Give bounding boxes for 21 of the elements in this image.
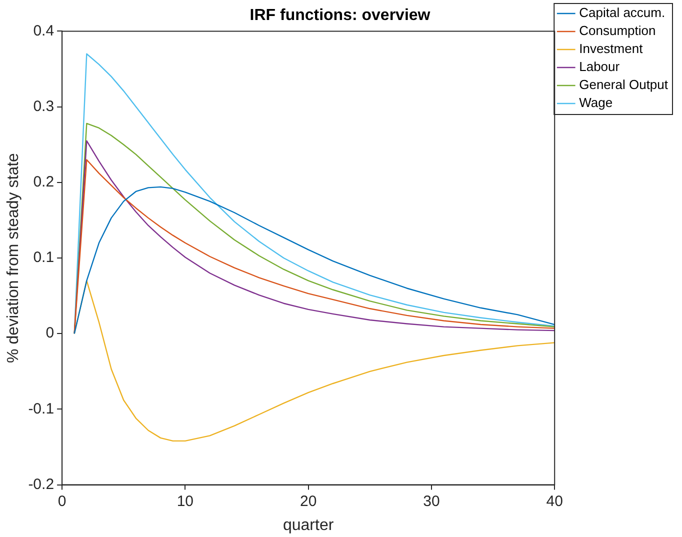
y-tick-label: 0.2 — [33, 174, 54, 191]
y-tick-label: 0 — [46, 324, 54, 342]
y-axis-title: % deviation from steady state — [5, 152, 22, 363]
legend-label: Capital accum. — [579, 5, 666, 20]
y-tick-label: -0.2 — [28, 476, 54, 493]
x-axis-title: quarter — [282, 516, 334, 534]
y-tick-label: -0.1 — [28, 400, 54, 418]
legend-label: Consumption — [579, 23, 656, 38]
legend-label: General Output — [579, 77, 668, 92]
legend-label: Labour — [579, 59, 620, 74]
x-tick-label: 10 — [176, 492, 194, 510]
legend-label: Wage — [579, 95, 613, 110]
legend-label: Investment — [579, 41, 644, 56]
chart-title: IRF functions: overview — [250, 7, 431, 24]
y-tick-label: 0.3 — [33, 98, 54, 115]
y-tick-label: 0.4 — [33, 22, 54, 40]
x-tick-label: 20 — [300, 492, 317, 510]
y-tick-label: 0.1 — [33, 249, 54, 266]
x-tick-label: 40 — [546, 492, 563, 510]
x-tick-label: 0 — [58, 492, 66, 510]
x-tick-label: 30 — [423, 492, 440, 510]
